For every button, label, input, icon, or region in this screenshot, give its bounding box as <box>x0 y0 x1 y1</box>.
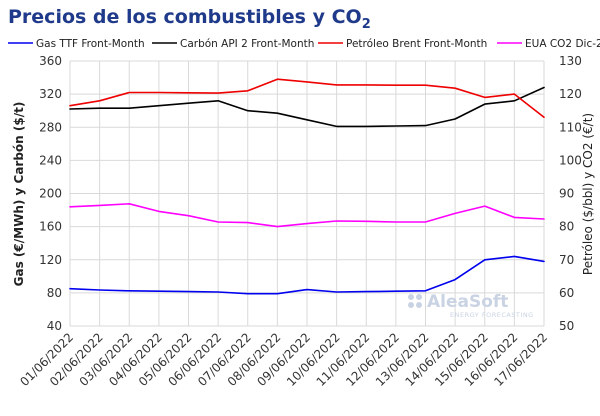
y-axis-left: 40 80 120 160 200 240 280 320 360 <box>39 54 62 333</box>
y-right-tick-label: 80 <box>559 220 574 234</box>
y-left-tick-label: 320 <box>39 87 62 101</box>
series-line-1 <box>69 255 545 295</box>
y-axis-right: 50 60 70 80 90 100 110 120 130 <box>559 54 582 333</box>
y-right-tick-label: 90 <box>559 187 574 201</box>
y-axis-left-title: Gas (€/MWh) y Carbón ($/t) <box>12 102 26 287</box>
chart-title: Precios de los combustibles y CO2 <box>8 6 371 32</box>
legend-label: Gas TTF Front-Month <box>36 38 145 50</box>
y-left-tick-label: 280 <box>39 120 62 134</box>
y-right-tick-label: 70 <box>559 253 574 267</box>
legend: Gas TTF Front-Month Carbón API 2 Front-Mo… <box>8 38 600 50</box>
logo-dot-icon <box>416 294 422 300</box>
y-axis-right-title: Petróleo ($/bbl) y CO2 (€/t) <box>581 113 595 275</box>
y-left-tick-label: 360 <box>39 54 62 68</box>
y-left-tick-label: 160 <box>39 220 62 234</box>
series-line-4 <box>69 203 545 228</box>
series-group <box>69 78 545 295</box>
legend-label: Petróleo Brent Front-Month <box>346 38 487 50</box>
logo-dot-icon <box>408 302 414 308</box>
aleasoft-logo: AleaSoft ENERGY FORECASTING <box>408 292 534 319</box>
series-line-3 <box>69 78 545 119</box>
y-right-tick-label: 100 <box>559 153 582 167</box>
series-line-2 <box>69 86 545 128</box>
y-right-tick-label: 50 <box>559 319 574 333</box>
y-left-tick-label: 240 <box>39 153 62 167</box>
x-axis: 01/06/202202/06/202203/06/202204/06/2022… <box>17 330 550 389</box>
logo-dot-icon <box>408 294 414 300</box>
logo-name: AleaSoft <box>427 292 508 312</box>
y-right-tick-label: 120 <box>559 87 582 101</box>
y-left-tick-label: 200 <box>39 187 62 201</box>
chart-title-main: Precios de los combustibles y CO <box>8 6 362 28</box>
logo-tagline: ENERGY FORECASTING <box>450 311 534 319</box>
y-left-tick-label: 80 <box>47 286 62 300</box>
legend-label: EUA CO2 Dic-22 <box>525 38 600 50</box>
y-left-tick-label: 120 <box>39 253 62 267</box>
chart-title-subscript: 2 <box>362 17 371 32</box>
grid <box>69 60 545 327</box>
y-right-tick-label: 110 <box>559 120 582 134</box>
legend-label: Carbón API 2 Front-Month <box>180 38 314 50</box>
logo-dot-icon <box>416 302 422 308</box>
y-right-tick-label: 130 <box>559 54 582 68</box>
y-right-tick-label: 60 <box>559 286 574 300</box>
y-left-tick-label: 40 <box>47 319 62 333</box>
